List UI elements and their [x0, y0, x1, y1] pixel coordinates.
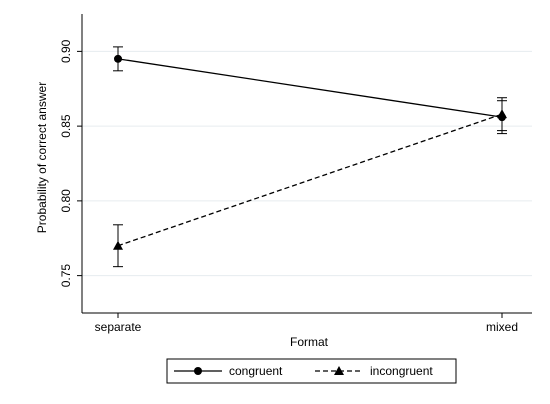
series-line-congruent: [117, 58, 503, 118]
legend-marker-incongruent: [334, 366, 344, 375]
y-tick-label: 0.90: [59, 39, 73, 63]
y-tick-label: 0.85: [59, 114, 73, 138]
legend-marker-congruent: [194, 367, 202, 375]
legend-label-congruent: congruent: [229, 364, 283, 378]
data-point-incongruent: [113, 240, 123, 250]
series-line-incongruent: [117, 113, 503, 247]
y-axis-title: Probability of correct answer: [35, 82, 49, 233]
legend-label-incongruent: incongruent: [370, 364, 433, 378]
x-axis-title: Format: [290, 335, 329, 349]
y-tick-label: 0.80: [59, 189, 73, 213]
data-point-congruent: [114, 54, 122, 63]
data-point-incongruent: [497, 109, 507, 119]
y-tick-label: 0.75: [59, 264, 73, 288]
x-tick-label: mixed: [486, 320, 518, 334]
x-tick-label: separate: [95, 320, 142, 334]
